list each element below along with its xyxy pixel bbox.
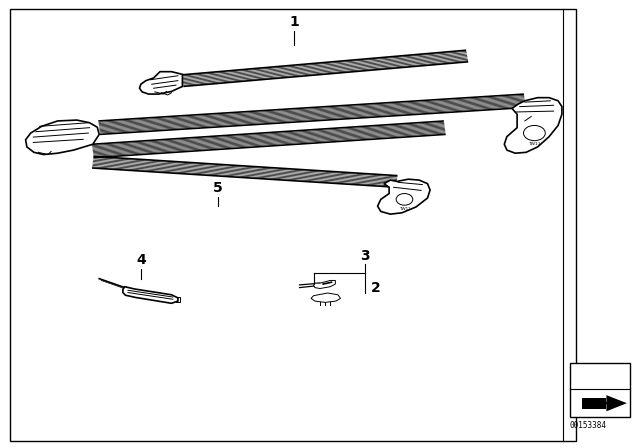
Text: 1: 1 — [289, 15, 300, 29]
Polygon shape — [140, 72, 182, 94]
Polygon shape — [311, 293, 340, 302]
Polygon shape — [504, 98, 562, 153]
Bar — [582, 398, 607, 409]
Text: 3: 3 — [360, 249, 370, 263]
Text: 2: 2 — [371, 280, 381, 295]
Text: TW11: TW11 — [399, 207, 410, 211]
Text: 4: 4 — [136, 253, 146, 267]
Text: 5: 5 — [212, 181, 223, 195]
Text: TW11: TW11 — [528, 142, 541, 146]
Polygon shape — [378, 179, 430, 214]
Polygon shape — [123, 287, 178, 303]
Bar — [10, 9, 576, 441]
Polygon shape — [607, 395, 627, 411]
Bar — [570, 363, 630, 417]
Polygon shape — [26, 120, 99, 155]
Polygon shape — [314, 280, 335, 289]
Text: 00153384: 00153384 — [570, 421, 607, 430]
